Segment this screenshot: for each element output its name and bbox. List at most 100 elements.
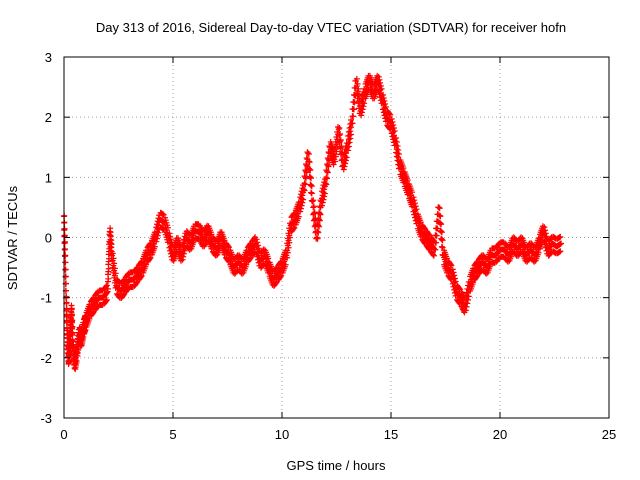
data-point xyxy=(301,180,308,187)
data-point xyxy=(69,323,76,330)
data-point xyxy=(104,285,111,292)
data-point xyxy=(451,272,458,279)
data-point xyxy=(277,259,284,266)
data-point xyxy=(307,174,314,181)
y-tick-label: 1 xyxy=(45,170,52,185)
data-point xyxy=(332,158,339,165)
data-point xyxy=(180,250,187,257)
data-point xyxy=(310,203,317,210)
data-point xyxy=(463,303,470,310)
data-point xyxy=(133,265,140,272)
x-tick-label: 10 xyxy=(275,427,289,442)
data-point xyxy=(103,297,110,304)
data-point xyxy=(69,317,76,324)
y-tick-label: -2 xyxy=(40,351,52,366)
data-point xyxy=(387,111,394,118)
data-point xyxy=(395,147,402,154)
data-point xyxy=(303,155,310,162)
data-point xyxy=(111,265,118,272)
data-point xyxy=(381,97,388,104)
data-point xyxy=(90,309,97,316)
data-point xyxy=(438,236,445,243)
data-point xyxy=(82,326,89,333)
data-point xyxy=(358,109,365,116)
data-point xyxy=(321,186,328,193)
data-point xyxy=(421,239,428,246)
data-point xyxy=(324,169,331,176)
data-point xyxy=(447,261,454,268)
data-point xyxy=(473,259,480,266)
data-point xyxy=(138,272,145,279)
data-point xyxy=(315,222,322,229)
data-point xyxy=(557,233,564,240)
data-point xyxy=(300,186,307,193)
data-point xyxy=(438,228,445,235)
data-point xyxy=(112,270,119,277)
data-point xyxy=(350,106,357,113)
data-point xyxy=(333,148,340,155)
data-point xyxy=(68,311,75,318)
data-point xyxy=(316,210,323,217)
data-point xyxy=(298,202,305,209)
data-point xyxy=(308,183,315,190)
x-tick-label: 20 xyxy=(493,427,507,442)
data-point xyxy=(361,100,368,107)
data-point xyxy=(325,163,332,170)
data-point xyxy=(349,120,356,127)
data-point xyxy=(208,231,215,238)
data-point xyxy=(302,174,309,181)
data-point xyxy=(342,157,349,164)
data-point xyxy=(425,231,432,238)
data-point xyxy=(452,278,459,285)
data-point xyxy=(437,220,444,227)
data-point xyxy=(433,232,440,239)
data-point xyxy=(255,245,262,252)
data-point xyxy=(456,285,463,292)
data-point xyxy=(345,143,352,150)
data-point xyxy=(164,224,171,231)
data-point xyxy=(297,208,304,215)
data-point xyxy=(316,217,323,224)
data-point xyxy=(86,315,93,322)
x-tick-label: 25 xyxy=(602,427,616,442)
y-tick-label: -3 xyxy=(40,411,52,426)
data-point xyxy=(336,124,343,131)
data-point xyxy=(432,246,439,253)
data-point xyxy=(225,243,232,250)
data-point xyxy=(330,161,337,168)
data-point xyxy=(409,189,416,196)
data-point xyxy=(380,94,387,101)
data-point xyxy=(305,151,312,158)
data-point xyxy=(68,305,75,312)
data-point xyxy=(284,249,291,256)
data-point xyxy=(166,230,173,237)
data-point xyxy=(437,213,444,220)
data-point xyxy=(62,252,69,259)
data-point xyxy=(332,153,339,160)
data-point xyxy=(443,255,450,262)
data-point xyxy=(308,182,315,189)
data-point xyxy=(273,265,280,272)
data-point xyxy=(393,139,400,146)
data-point xyxy=(146,255,153,262)
data-point xyxy=(404,177,411,184)
data-point xyxy=(318,202,325,209)
data-point xyxy=(143,261,150,268)
data-point xyxy=(375,73,382,80)
data-point xyxy=(310,204,317,211)
grid-layer xyxy=(64,57,609,418)
data-point xyxy=(470,279,477,286)
data-point xyxy=(303,162,310,169)
data-point xyxy=(316,216,323,223)
data-point xyxy=(181,247,188,254)
data-point xyxy=(450,269,457,276)
data-point xyxy=(558,240,565,247)
data-point xyxy=(316,223,323,230)
data-point xyxy=(410,194,417,201)
data-point xyxy=(324,168,331,175)
data-point xyxy=(282,261,289,268)
data-point xyxy=(221,237,228,244)
data-point xyxy=(151,243,158,250)
data-point xyxy=(111,260,118,267)
